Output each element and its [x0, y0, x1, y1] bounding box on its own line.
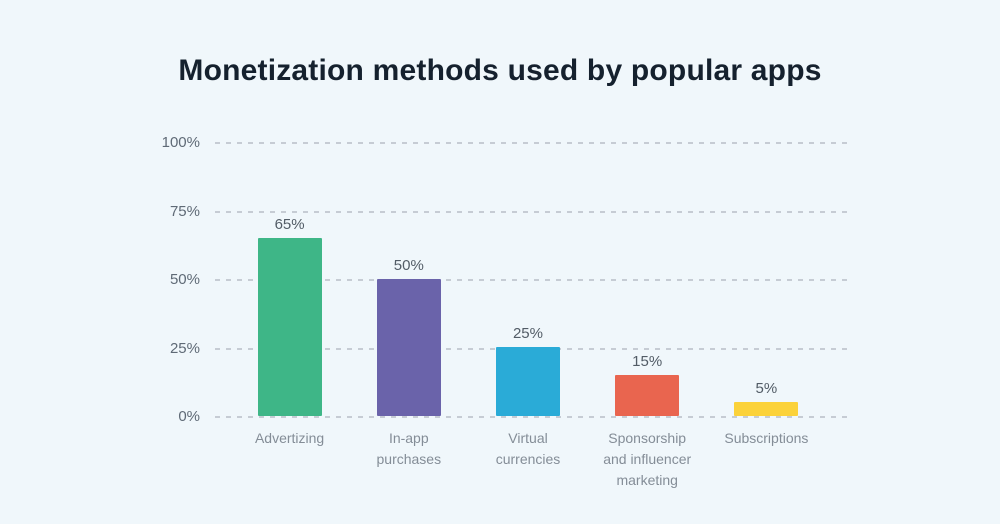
- y-tick-label: 50%: [169, 271, 200, 288]
- chart-title: Monetization methods used by popular app…: [178, 54, 822, 87]
- bar-value-label: 5%: [755, 380, 778, 397]
- x-category-label: Subscriptions: [724, 430, 809, 446]
- bar-value-label: 25%: [512, 325, 543, 342]
- bar-value-label: 15%: [632, 353, 663, 370]
- bar-group: 15%: [588, 142, 707, 416]
- y-tick-label: 25%: [169, 339, 200, 357]
- grid-line: [215, 416, 852, 418]
- y-tick-label: 100%: [161, 134, 200, 151]
- bar-group: 50%: [349, 142, 468, 416]
- bar: [615, 375, 680, 416]
- x-category-label: Virtual currencies: [495, 430, 561, 467]
- bar-value-label: 50%: [393, 257, 424, 274]
- bar: [734, 402, 799, 416]
- x-category-label: Advertizing: [254, 430, 325, 446]
- bar-value-label: 65%: [274, 216, 305, 233]
- y-tick-label: 0%: [178, 408, 200, 425]
- x-category-label: In-app purchases: [376, 430, 442, 467]
- x-category-label: Sponsorship and influencer marketing: [603, 430, 692, 488]
- bar-group: 25%: [468, 142, 587, 416]
- grid-line: [215, 279, 852, 281]
- bar: [495, 347, 560, 416]
- bar-group: 5%: [707, 142, 826, 416]
- bar: [376, 279, 441, 416]
- grid-line: [215, 210, 852, 213]
- bar-group: 65%: [230, 142, 349, 416]
- y-tick-label: 75%: [169, 202, 200, 220]
- bar: [257, 238, 322, 416]
- grid-line: [215, 142, 852, 144]
